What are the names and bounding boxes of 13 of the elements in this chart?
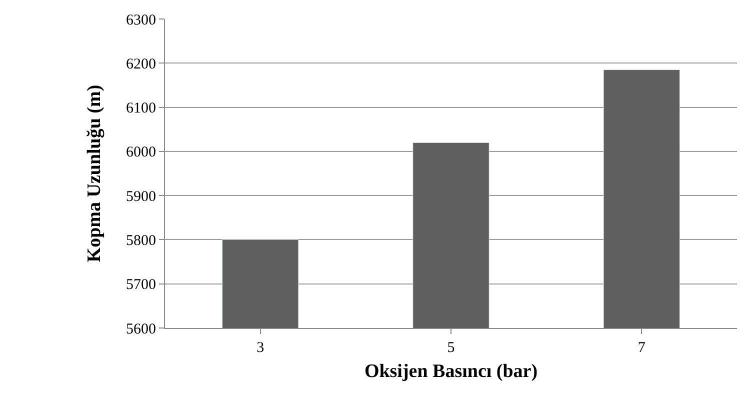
x-tick-label: 7	[638, 340, 646, 356]
x-tick-label: 3	[256, 340, 264, 356]
y-tick-label: 6300	[126, 12, 156, 28]
y-tick-label: 6100	[126, 100, 156, 117]
y-tick-label: 5600	[126, 321, 156, 338]
x-tick-label: 5	[447, 340, 455, 356]
y-axis-title: Kopma Uzunluğu (m)	[84, 84, 105, 262]
x-axis-title: Oksijen Basıncı (bar)	[364, 360, 538, 382]
y-tick-label: 5800	[126, 232, 156, 249]
y-tick-label: 6000	[126, 144, 156, 161]
y-tick-label: 5700	[126, 277, 156, 294]
y-tick-label: 5900	[126, 188, 156, 205]
y-tick-label: 6200	[126, 56, 156, 72]
